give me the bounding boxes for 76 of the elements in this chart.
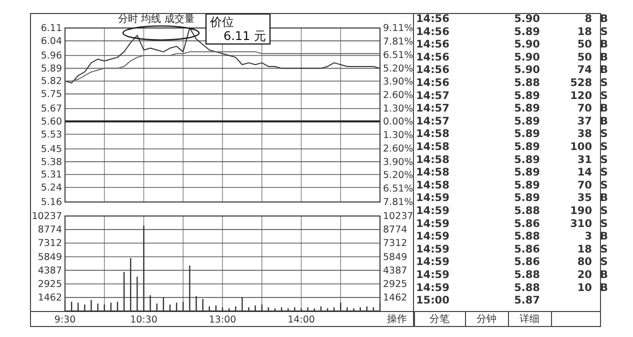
text: 分钟 <box>476 313 496 325</box>
y2-tick-label: 1.30% <box>383 103 414 114</box>
text: 14:56 5.90 8 B <box>416 13 608 25</box>
text: 14:56 5.90 50 B <box>416 51 608 64</box>
y2-tick-label: 3.90% <box>383 76 414 88</box>
text: 14:59 5.89 35 B <box>416 192 608 204</box>
y-tick-label: 5.45 <box>40 144 62 155</box>
x-tick-label: 13:00 <box>208 314 236 326</box>
y2-tick-label: 7312 <box>383 238 408 250</box>
y2-tick-label: 1462 <box>383 292 408 304</box>
text: 14:59 5.86 80 S <box>416 256 608 268</box>
text: 14:58 5.89 70 S <box>416 179 608 192</box>
y2-tick-label: 5.20% <box>383 170 414 182</box>
text: 14:58 5.89 100 S <box>416 141 608 153</box>
text: 14:57 5.89 120 S <box>416 90 608 102</box>
y2-tick-label: 0.00% <box>383 116 414 128</box>
y-tick-label: 5.96 <box>40 50 62 62</box>
y-tick-label: 5849 <box>38 252 62 263</box>
y-tick-label: 5.53 <box>40 129 62 140</box>
y-tick-label: 5.24 <box>40 182 62 194</box>
y2-tick-label: 6.51% <box>383 50 414 61</box>
y2-tick-label: 7.81% <box>383 197 414 208</box>
text: 14:59 5.88 190 S <box>416 205 608 217</box>
y2-tick-label: 10237 <box>383 211 414 222</box>
y-tick-label: 6.04 <box>40 36 62 47</box>
text: 14:56 5.88 528 S <box>416 77 608 89</box>
y-tick-label: 6.11 <box>40 23 62 34</box>
text: 14:59 5.86 18 S <box>416 243 608 256</box>
y-tick-label: 4387 <box>38 265 62 276</box>
x-tick-label: 9:30 <box>54 314 76 326</box>
y-tick-label: 5.82 <box>40 76 62 88</box>
text: 15:00 5.87 <box>416 294 540 307</box>
text: 分笔 <box>430 313 450 325</box>
text: 14:56 5.90 74 B <box>416 64 608 76</box>
text: 14:59 5.86 310 S <box>416 218 608 230</box>
y2-tick-label: 4387 <box>383 265 408 276</box>
x-tick-label: 14:00 <box>288 314 315 326</box>
y2-tick-label: 2925 <box>383 278 408 290</box>
text: 14:57 5.89 37 B <box>416 115 608 128</box>
y2-tick-label: 5849 <box>383 252 408 263</box>
y-tick-label: 5.67 <box>40 104 62 115</box>
line-series <box>64 51 380 82</box>
y2-tick-label: 1.30% <box>383 130 414 142</box>
text: 14:58 5.89 14 S <box>416 166 608 179</box>
y2-tick-label: 2.60% <box>383 143 414 154</box>
y-tick-label: 2925 <box>38 278 62 290</box>
text: 14:56 5.90 50 B <box>416 38 608 51</box>
y-tick-label: 5.31 <box>40 170 62 181</box>
text: 14:57 5.89 70 B <box>416 102 608 115</box>
y-tick-label: 7312 <box>38 238 62 250</box>
y2-tick-label: 9.11% <box>383 23 414 34</box>
text: 14:59 5.88 20 B <box>416 269 608 281</box>
y2-tick-label: 7.81% <box>383 36 414 48</box>
x-tick-label: 10:30 <box>130 314 158 326</box>
y-tick-label: 5.38 <box>40 156 62 168</box>
text: 14:59 5.88 3 B <box>416 230 608 243</box>
y-tick-label: 5.75 <box>40 88 62 100</box>
annotation: 价位 6.11 元 <box>209 15 266 43</box>
y2-tick-label: 8774 <box>383 224 408 236</box>
y2-tick-label: 6.51% <box>383 184 414 195</box>
text: 详细 <box>520 313 540 325</box>
y-tick-label: 8774 <box>38 224 62 236</box>
text: 14:56 5.89 18 S <box>416 26 608 38</box>
y2-tick-label: 3.90% <box>383 156 414 168</box>
y-tick-label: 5.16 <box>40 197 62 208</box>
text: 14:58 5.89 31 S <box>416 154 608 166</box>
y-tick-label: 10237 <box>32 211 62 222</box>
text: 14:59 5.88 10 B <box>416 282 608 294</box>
text: 14:58 5.89 38 S <box>416 128 608 140</box>
text: 操作 <box>387 313 407 325</box>
chart-title: 分时 均线 成交量 <box>118 13 194 25</box>
y2-tick-label: 2.60% <box>383 90 414 101</box>
y2-tick-label: 5.20% <box>383 63 414 74</box>
y-tick-label: 5.89 <box>40 63 62 74</box>
y-tick-label: 1462 <box>38 292 62 304</box>
y-tick-label: 5.60 <box>40 116 62 128</box>
